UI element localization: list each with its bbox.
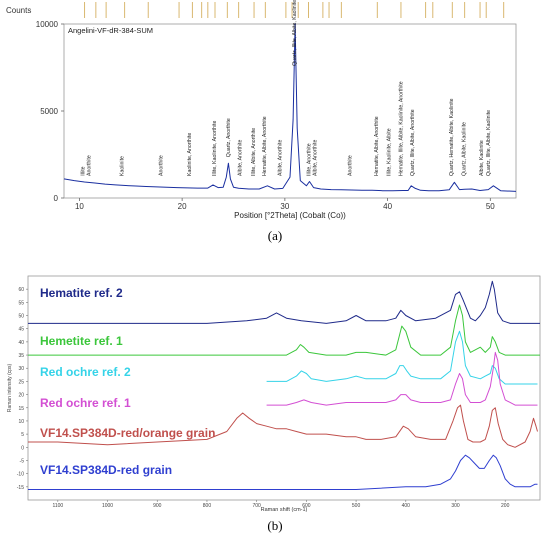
peak-label: Albite, Anorthite — [313, 140, 319, 176]
y-tick-label: 10000 — [36, 20, 59, 29]
peak-label: Anorthite — [347, 155, 353, 176]
x-tick-label: 400 — [402, 503, 411, 509]
series-label: VF14.SP384D-red grain — [40, 463, 172, 477]
peak-label: Hematite, Illite, Albite, Kaolinite, Ano… — [399, 81, 405, 176]
peak-label: Albite, Anorthite — [278, 140, 284, 176]
y-tick-label: 20 — [18, 393, 24, 399]
x-tick-label: 800 — [203, 503, 212, 509]
y-tick-label: -5 — [20, 458, 25, 464]
series-label: Red ochre ref. 2 — [40, 365, 131, 379]
raman-series-line — [266, 351, 538, 406]
x-tick-label: 30 — [280, 202, 289, 211]
peak-label: Albite, Kaolinite — [479, 140, 485, 176]
x-tick-label: 600 — [302, 503, 311, 509]
y-tick-label: 5 — [21, 432, 24, 438]
peak-label: Quartz, Illite, Albite, Kaolinite — [486, 110, 492, 176]
y-tick-label: 0 — [54, 194, 59, 203]
y-tick-label: -10 — [17, 472, 24, 478]
peak-label: Quartz, Albite, Kaolinite — [461, 122, 467, 176]
peak-label: Illite, Kaolinite, Anorthite — [212, 121, 218, 176]
x-tick-label: 40 — [383, 202, 392, 211]
xrd-y-axis-label: Counts — [6, 6, 31, 15]
xrd-x-axis-label: Position [°2Theta] (Cobalt (Co)) — [234, 211, 346, 220]
series-label: Hematite ref. 2 — [40, 286, 123, 300]
raman-series-line — [28, 280, 540, 324]
peak-label: Illite, Kaolinite, Albite — [386, 128, 392, 176]
y-tick-label: 25 — [18, 379, 24, 385]
peak-label: Illite — [80, 166, 86, 175]
y-tick-label: 15 — [18, 406, 24, 412]
x-tick-label: 200 — [501, 503, 510, 509]
y-tick-label: 45 — [18, 327, 24, 333]
peak-label: Quartz, Hematite, Albite, Kaolinite — [449, 98, 455, 176]
peak-label: Quartz, Illite, Albite, Kaolinite — [292, 0, 298, 66]
x-tick-label: 500 — [352, 503, 361, 509]
raman-plot-frame — [27, 275, 541, 501]
xrd-series-line — [63, 23, 517, 192]
panel-label-a: (a) — [268, 228, 282, 243]
peak-label: Hematite, Albite, Anorthite — [262, 116, 268, 176]
y-tick-label: 0 — [21, 445, 24, 451]
x-tick-label: 300 — [451, 503, 460, 509]
series-label: VF14.SP384D-red/orange grain — [40, 426, 215, 440]
peak-label: Kaolinite, Anorthite — [187, 133, 193, 176]
y-tick-label: 50 — [18, 314, 24, 320]
raman-x-axis-label: Raman shift (cm-1) — [261, 507, 308, 513]
peak-label: Quartz, Illite, Albite, Anorthite — [410, 109, 416, 176]
x-tick-label: 50 — [486, 202, 495, 211]
x-tick-label: 1100 — [52, 503, 63, 509]
peak-label: Hematite, Albite, Anorthite — [374, 116, 380, 176]
y-tick-label: -15 — [17, 485, 24, 491]
y-tick-label: 55 — [18, 300, 24, 306]
raman-series-line — [28, 404, 538, 448]
peak-label: Illite, Albite, Anorthite — [251, 128, 257, 176]
peak-label: Anorthite — [158, 155, 164, 176]
x-tick-label: 900 — [153, 503, 162, 509]
peak-label: Kaolinite — [119, 156, 125, 176]
x-tick-label: 1000 — [102, 503, 113, 509]
y-tick-label: 40 — [18, 340, 24, 346]
raman-series-line — [28, 304, 540, 356]
raman-series-line — [28, 454, 538, 490]
peak-label: Albite, Anorthite — [238, 140, 244, 176]
y-tick-label: 35 — [18, 353, 24, 359]
xrd-series-legend: Angelini-VF-dR-384-SUM — [68, 26, 153, 35]
x-tick-label: 700 — [252, 503, 261, 509]
x-tick-label: 20 — [178, 202, 187, 211]
x-tick-label: 10 — [75, 202, 84, 211]
peak-label: Illite, Anorthite — [306, 143, 312, 176]
y-tick-label: 10 — [18, 419, 24, 425]
y-tick-label: 5000 — [40, 107, 58, 116]
peak-label: Quartz, Anorthite — [226, 118, 232, 157]
panel-label-b: (b) — [267, 518, 282, 533]
peak-label: Anorthite — [87, 155, 93, 176]
series-label: Red ochre ref. 1 — [40, 396, 131, 410]
series-label: Hemetite ref. 1 — [40, 334, 123, 348]
raman-y-axis-label: Raman intensity (cps) — [7, 363, 13, 412]
y-tick-label: 60 — [18, 287, 24, 293]
y-tick-label: 30 — [18, 366, 24, 372]
raman-chart: Raman intensity (cps) -15 -10 -5 0 5 10 15 20 25… — [7, 275, 541, 533]
